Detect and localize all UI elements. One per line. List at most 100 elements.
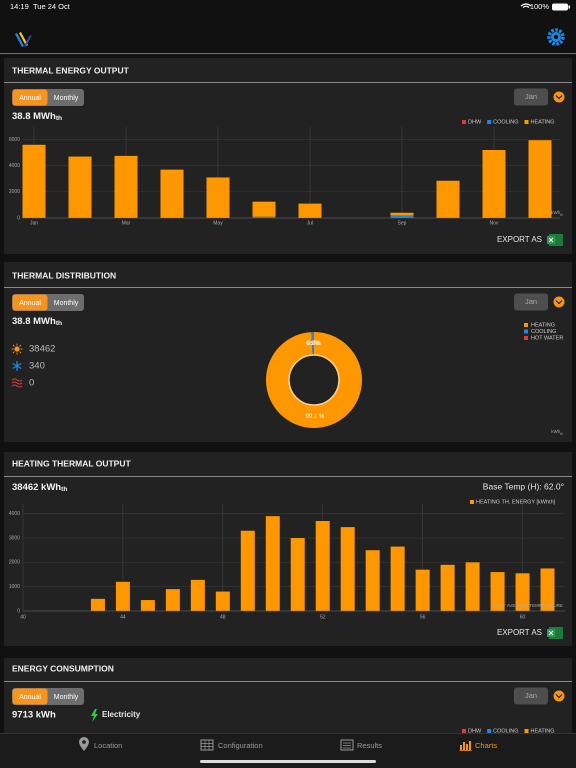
charts-tab[interactable]: Charts — [459, 741, 498, 751]
bar — [165, 589, 180, 611]
subscript: th — [56, 320, 62, 327]
period-label[interactable]: Jan — [525, 92, 537, 101]
bar-segment — [528, 140, 552, 218]
slice-label: 0.9% — [306, 341, 320, 347]
period-button[interactable] — [514, 687, 548, 705]
bar — [140, 600, 155, 611]
legend-swatch — [524, 323, 528, 327]
subscript: th — [560, 213, 563, 217]
toggle-option[interactable]: Annual — [19, 300, 41, 307]
legend-swatch — [487, 120, 492, 124]
value-with-subscript: 38.8 MWhth — [12, 316, 62, 327]
bar-segment — [114, 155, 138, 218]
slice-label: 0.0% — [307, 341, 321, 347]
bar — [290, 538, 305, 611]
bar — [340, 527, 355, 611]
x-tick-label: Mar — [122, 220, 131, 226]
y-tick-label: 0 — [17, 215, 20, 221]
main-text: kWh — [551, 210, 560, 215]
battery-icon — [552, 3, 570, 11]
slice-label: 99.1 % — [306, 414, 325, 420]
chevron — [555, 300, 563, 305]
bar — [90, 598, 105, 611]
toggle-option[interactable]: Monthly — [54, 300, 79, 307]
legend-label: HEATING — [531, 119, 555, 125]
bar — [440, 564, 455, 611]
bar — [265, 516, 280, 611]
x-tick-label: 48 — [220, 614, 226, 620]
value-with-subscript: kWhth — [551, 210, 563, 217]
tab-bar: Location Configuration Results Charts — [0, 733, 576, 768]
location-tab[interactable]: Location — [79, 737, 122, 751]
tab-label[interactable]: Configuration — [218, 741, 263, 750]
excel-export-button[interactable] — [547, 234, 563, 246]
configuration-tab[interactable]: Configuration — [200, 739, 263, 751]
toggle-active[interactable] — [12, 688, 48, 705]
panel-title: THERMAL DISTRIBUTION — [12, 270, 116, 280]
y-tick-label: 3000 — [9, 535, 20, 541]
donut-slice — [311, 332, 314, 356]
tab-label[interactable]: Location — [94, 741, 122, 750]
bar-segment — [390, 215, 414, 218]
main-text: 38462 kWh — [12, 482, 61, 493]
legend-swatch — [524, 120, 529, 124]
donut-inner-ring — [288, 354, 340, 406]
x-tick-label: 44 — [120, 614, 126, 620]
bar — [115, 581, 130, 611]
main-text: kWh — [551, 429, 560, 434]
app-logo[interactable] — [15, 32, 32, 47]
panel-title: HEATING THERMAL OUTPUT — [12, 458, 131, 468]
period-dropdown[interactable] — [553, 296, 565, 308]
period-button[interactable] — [514, 88, 548, 106]
legend-swatch — [462, 120, 466, 124]
period-button[interactable] — [514, 293, 548, 311]
legend-label: HEATING — [531, 322, 555, 328]
wifi-icon — [520, 3, 532, 8]
bar — [315, 521, 330, 611]
results-tab[interactable]: Results — [340, 739, 382, 751]
excel-export-button[interactable] — [547, 627, 563, 639]
period-dropdown[interactable] — [553, 690, 565, 702]
x-tick-label: 52 — [320, 614, 326, 620]
export-label[interactable]: EXPORT AS — [497, 628, 542, 637]
toggle-option[interactable]: Monthly — [54, 694, 79, 701]
y-tick-label: 0 — [17, 608, 20, 614]
y-tick-label: 6000 — [9, 137, 20, 143]
y-tick-label: 4000 — [9, 163, 20, 169]
bar — [540, 568, 555, 611]
y-tick-label: 4000 — [9, 511, 20, 517]
chevron — [555, 694, 563, 699]
toggle-option[interactable]: Annual — [19, 694, 41, 701]
consumption-total: 9713 kWh — [12, 710, 56, 721]
subscript: th — [61, 486, 67, 493]
tab-label[interactable]: Charts — [475, 741, 497, 750]
bar-segment — [298, 203, 322, 218]
toggle-option[interactable]: Monthly — [54, 95, 79, 102]
bar — [240, 530, 255, 611]
base-temp: Base Temp (H): 62.0° — [483, 481, 564, 491]
period-label[interactable]: Jan — [525, 691, 537, 700]
period-label[interactable]: Jan — [525, 297, 537, 306]
toggle-active[interactable] — [12, 89, 48, 106]
toggle-active[interactable] — [12, 294, 48, 311]
tab-label[interactable]: Results — [357, 741, 382, 750]
home-indicator — [200, 760, 376, 763]
value-with-subscript: 38462 kWhth — [12, 482, 67, 493]
snowflake-icon — [12, 361, 22, 371]
value-with-subscript: kWhth — [551, 429, 563, 436]
x-tick-label: 56 — [420, 614, 426, 620]
bar-segment — [22, 144, 46, 218]
y-tick-label: 2000 — [9, 560, 20, 566]
export-label[interactable]: EXPORT AS — [497, 235, 542, 244]
legend-swatch — [524, 329, 528, 334]
status-battery: 100% — [530, 2, 550, 11]
x-axis-label: DAILY AVERAGE TEMPERATURE — [493, 603, 563, 608]
settings-button[interactable] — [547, 28, 565, 46]
bar — [390, 546, 405, 611]
toggle-option[interactable]: Annual — [19, 95, 41, 102]
period-dropdown[interactable] — [553, 91, 565, 103]
legend-swatch — [524, 729, 529, 733]
panel-title: THERMAL ENERGY OUTPUT — [12, 65, 130, 75]
subscript: th — [560, 432, 563, 436]
bar — [465, 562, 480, 611]
